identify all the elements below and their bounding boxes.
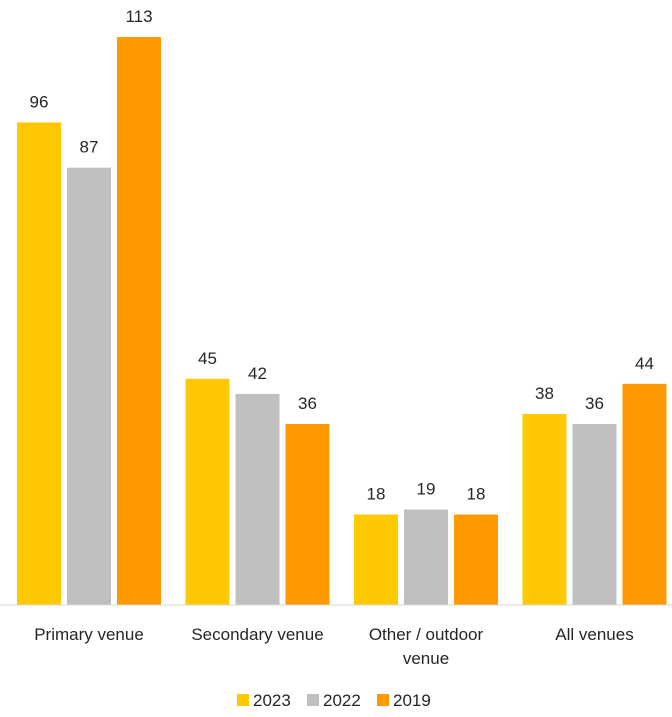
value-label-2019-0: 113 <box>125 7 152 26</box>
value-label-2023-0: 96 <box>30 92 49 111</box>
value-label-2022-0: 87 <box>80 138 99 157</box>
value-labels-group: 96 87 113 45 42 36 18 19 18 38 36 44 <box>30 7 654 504</box>
legend-item-2022: 2022 <box>307 691 361 710</box>
bar-2022-2 <box>404 509 448 605</box>
bar-2019-2 <box>454 514 498 605</box>
value-label-2023-2: 18 <box>367 485 386 504</box>
bar-2022-0 <box>67 167 111 606</box>
category-labels-group: Primary venue Secondary venue Other / outd… <box>34 625 634 668</box>
bar-2023-1 <box>185 378 230 605</box>
value-label-2022-1: 42 <box>248 364 267 383</box>
legend-swatch-2023 <box>237 694 249 706</box>
bar-2022-3 <box>572 424 617 605</box>
value-label-2019-1: 36 <box>298 394 317 413</box>
value-label-2022-3: 36 <box>585 394 604 413</box>
legend-label-2019: 2019 <box>393 691 431 710</box>
legend: 2023 2022 2019 <box>237 691 431 710</box>
legend-swatch-2022 <box>307 694 319 706</box>
bar-2022-1 <box>235 393 280 605</box>
bar-2019-1 <box>285 424 330 605</box>
legend-label-2022: 2022 <box>323 691 361 710</box>
value-label-2022-2: 19 <box>417 479 436 498</box>
bar-2019-3 <box>622 383 667 605</box>
legend-item-2019: 2019 <box>377 691 431 710</box>
value-label-2023-1: 45 <box>198 349 217 368</box>
bar-2023-2 <box>354 514 398 605</box>
category-label-2-0: Other / outdoor <box>369 625 484 644</box>
legend-label-2023: 2023 <box>253 691 291 710</box>
legend-item-2023: 2023 <box>237 691 291 710</box>
value-label-2019-2: 18 <box>467 485 486 504</box>
category-label-2-1: venue <box>403 649 449 668</box>
value-label-2019-3: 44 <box>635 354 654 373</box>
category-label-0-0: Primary venue <box>34 625 144 644</box>
category-label-1-0: Secondary venue <box>191 625 323 644</box>
bar-2023-3 <box>522 413 567 605</box>
bar-2023-0 <box>17 122 61 605</box>
bars-group <box>17 37 667 606</box>
category-label-3-0: All venues <box>555 625 633 644</box>
legend-swatch-2019 <box>377 694 389 706</box>
bar-2019-0 <box>117 37 161 605</box>
value-label-2023-3: 38 <box>535 384 554 403</box>
